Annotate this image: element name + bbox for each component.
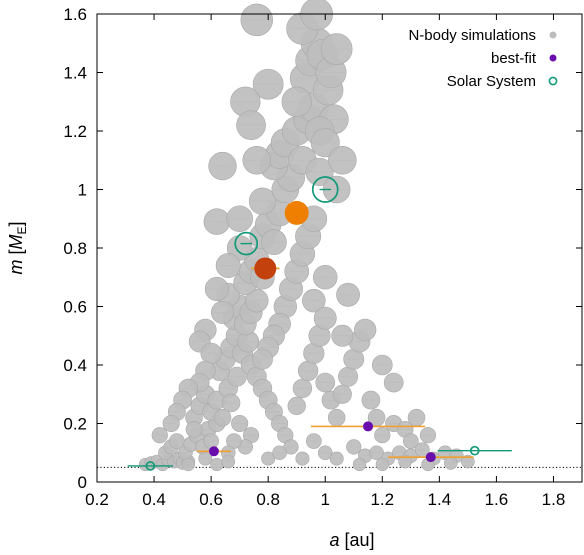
x-axis-var: a — [329, 530, 339, 550]
y-tick-label: 1 — [78, 181, 87, 200]
nbody-point — [222, 394, 240, 412]
y-tick-label: 1.2 — [63, 122, 87, 141]
nbody-point — [186, 421, 202, 437]
y-tick-label: 0.2 — [63, 415, 87, 434]
x-tick-label: 1.6 — [485, 490, 509, 509]
x-tick-label: 0.2 — [85, 490, 109, 509]
nbody-point — [152, 427, 168, 443]
y-tick-label: 0.6 — [63, 298, 87, 317]
nbody-point — [403, 433, 418, 448]
nbody-point — [336, 283, 359, 306]
nbody-point — [330, 452, 343, 465]
nbody-point — [231, 415, 247, 431]
x-axis-label: a [au] — [329, 530, 374, 550]
nbody-point — [210, 458, 223, 471]
x-tick-label: 0.4 — [142, 490, 166, 509]
nbody-point — [306, 433, 321, 448]
y-axis-var: m — [6, 260, 26, 275]
nbody-point — [333, 385, 351, 403]
nbody-point — [261, 230, 286, 255]
nbody-point — [362, 391, 380, 409]
legend-marker-bestfit — [550, 55, 557, 62]
y-tick-label: 1.4 — [63, 64, 87, 83]
x-tick-label: 1.2 — [370, 490, 394, 509]
nbody-point — [408, 409, 425, 426]
nbody-point — [346, 440, 361, 455]
nbody-point — [222, 455, 235, 468]
nbody-point — [227, 206, 253, 232]
nbody-point — [182, 458, 195, 471]
y-axis-sub: E — [15, 226, 29, 234]
bestfit-point — [363, 421, 373, 431]
nbody-point — [237, 111, 266, 140]
nbody-point — [273, 446, 287, 460]
nbody-point — [201, 343, 222, 364]
y-tick-label: 1.6 — [63, 5, 87, 24]
y-axis-label: m [ME] — [6, 221, 29, 274]
nbody-point — [296, 452, 309, 465]
nbody-point — [444, 457, 457, 470]
nbody-point — [205, 277, 228, 300]
y-axis-open: [ — [6, 250, 26, 260]
nbody-point — [338, 367, 357, 386]
legend-label-bestfit: best-fit — [491, 50, 537, 67]
nbody-point — [376, 458, 389, 471]
legend-marker-solar — [549, 77, 556, 84]
nbody-point — [288, 397, 306, 415]
x-tick-label: 1.8 — [542, 490, 566, 509]
nbody-point — [209, 152, 237, 180]
x-tick-label: 0.8 — [256, 490, 280, 509]
nbody-point — [163, 415, 179, 431]
nbody-point — [354, 319, 376, 341]
nbody-point — [243, 146, 271, 174]
nbody-point — [384, 373, 403, 392]
legend-label-nbody: N-body simulations — [408, 27, 536, 44]
x-tick-label: 1 — [321, 490, 330, 509]
y-tick-label: 0.8 — [63, 239, 87, 258]
nbody-point — [374, 427, 390, 443]
x-axis-unit: [au] — [339, 530, 374, 550]
nbody-point — [204, 433, 219, 448]
nbody-point — [316, 373, 335, 392]
y-axis-close: ] — [6, 221, 26, 226]
nbody-point — [332, 325, 353, 346]
nbody-point — [420, 427, 436, 443]
nbody-point — [298, 361, 318, 381]
legend-marker-nbody — [550, 32, 557, 39]
nbody-point — [328, 146, 356, 174]
nbody-point — [204, 209, 230, 235]
x-tick-label: 1.4 — [428, 490, 452, 509]
bestfit-point — [209, 446, 219, 456]
nbody-point — [328, 409, 345, 426]
nbody-point — [252, 349, 272, 369]
x-tick-label: 0.6 — [199, 490, 223, 509]
nbody-point — [321, 34, 352, 65]
nbody-point — [313, 265, 337, 289]
nbody-point — [282, 87, 312, 117]
legend-label-solar: Solar System — [447, 73, 536, 90]
legend: N-body simulations best-fit Solar System — [408, 27, 556, 90]
bestfit-point — [254, 257, 276, 279]
nbody-point — [353, 458, 366, 471]
bestfit-point — [285, 201, 309, 225]
bestfit-point — [426, 452, 436, 462]
nbody-point — [216, 253, 240, 277]
nbody-point — [314, 307, 336, 329]
y-axis-unit: M — [6, 235, 26, 250]
nbody-point — [372, 355, 392, 375]
y-tick-label: 0.4 — [63, 356, 87, 375]
nbody-point — [211, 301, 233, 323]
y-tick-label: 0 — [78, 473, 87, 492]
nbody-point — [293, 379, 312, 398]
nbody-point — [301, 0, 333, 30]
